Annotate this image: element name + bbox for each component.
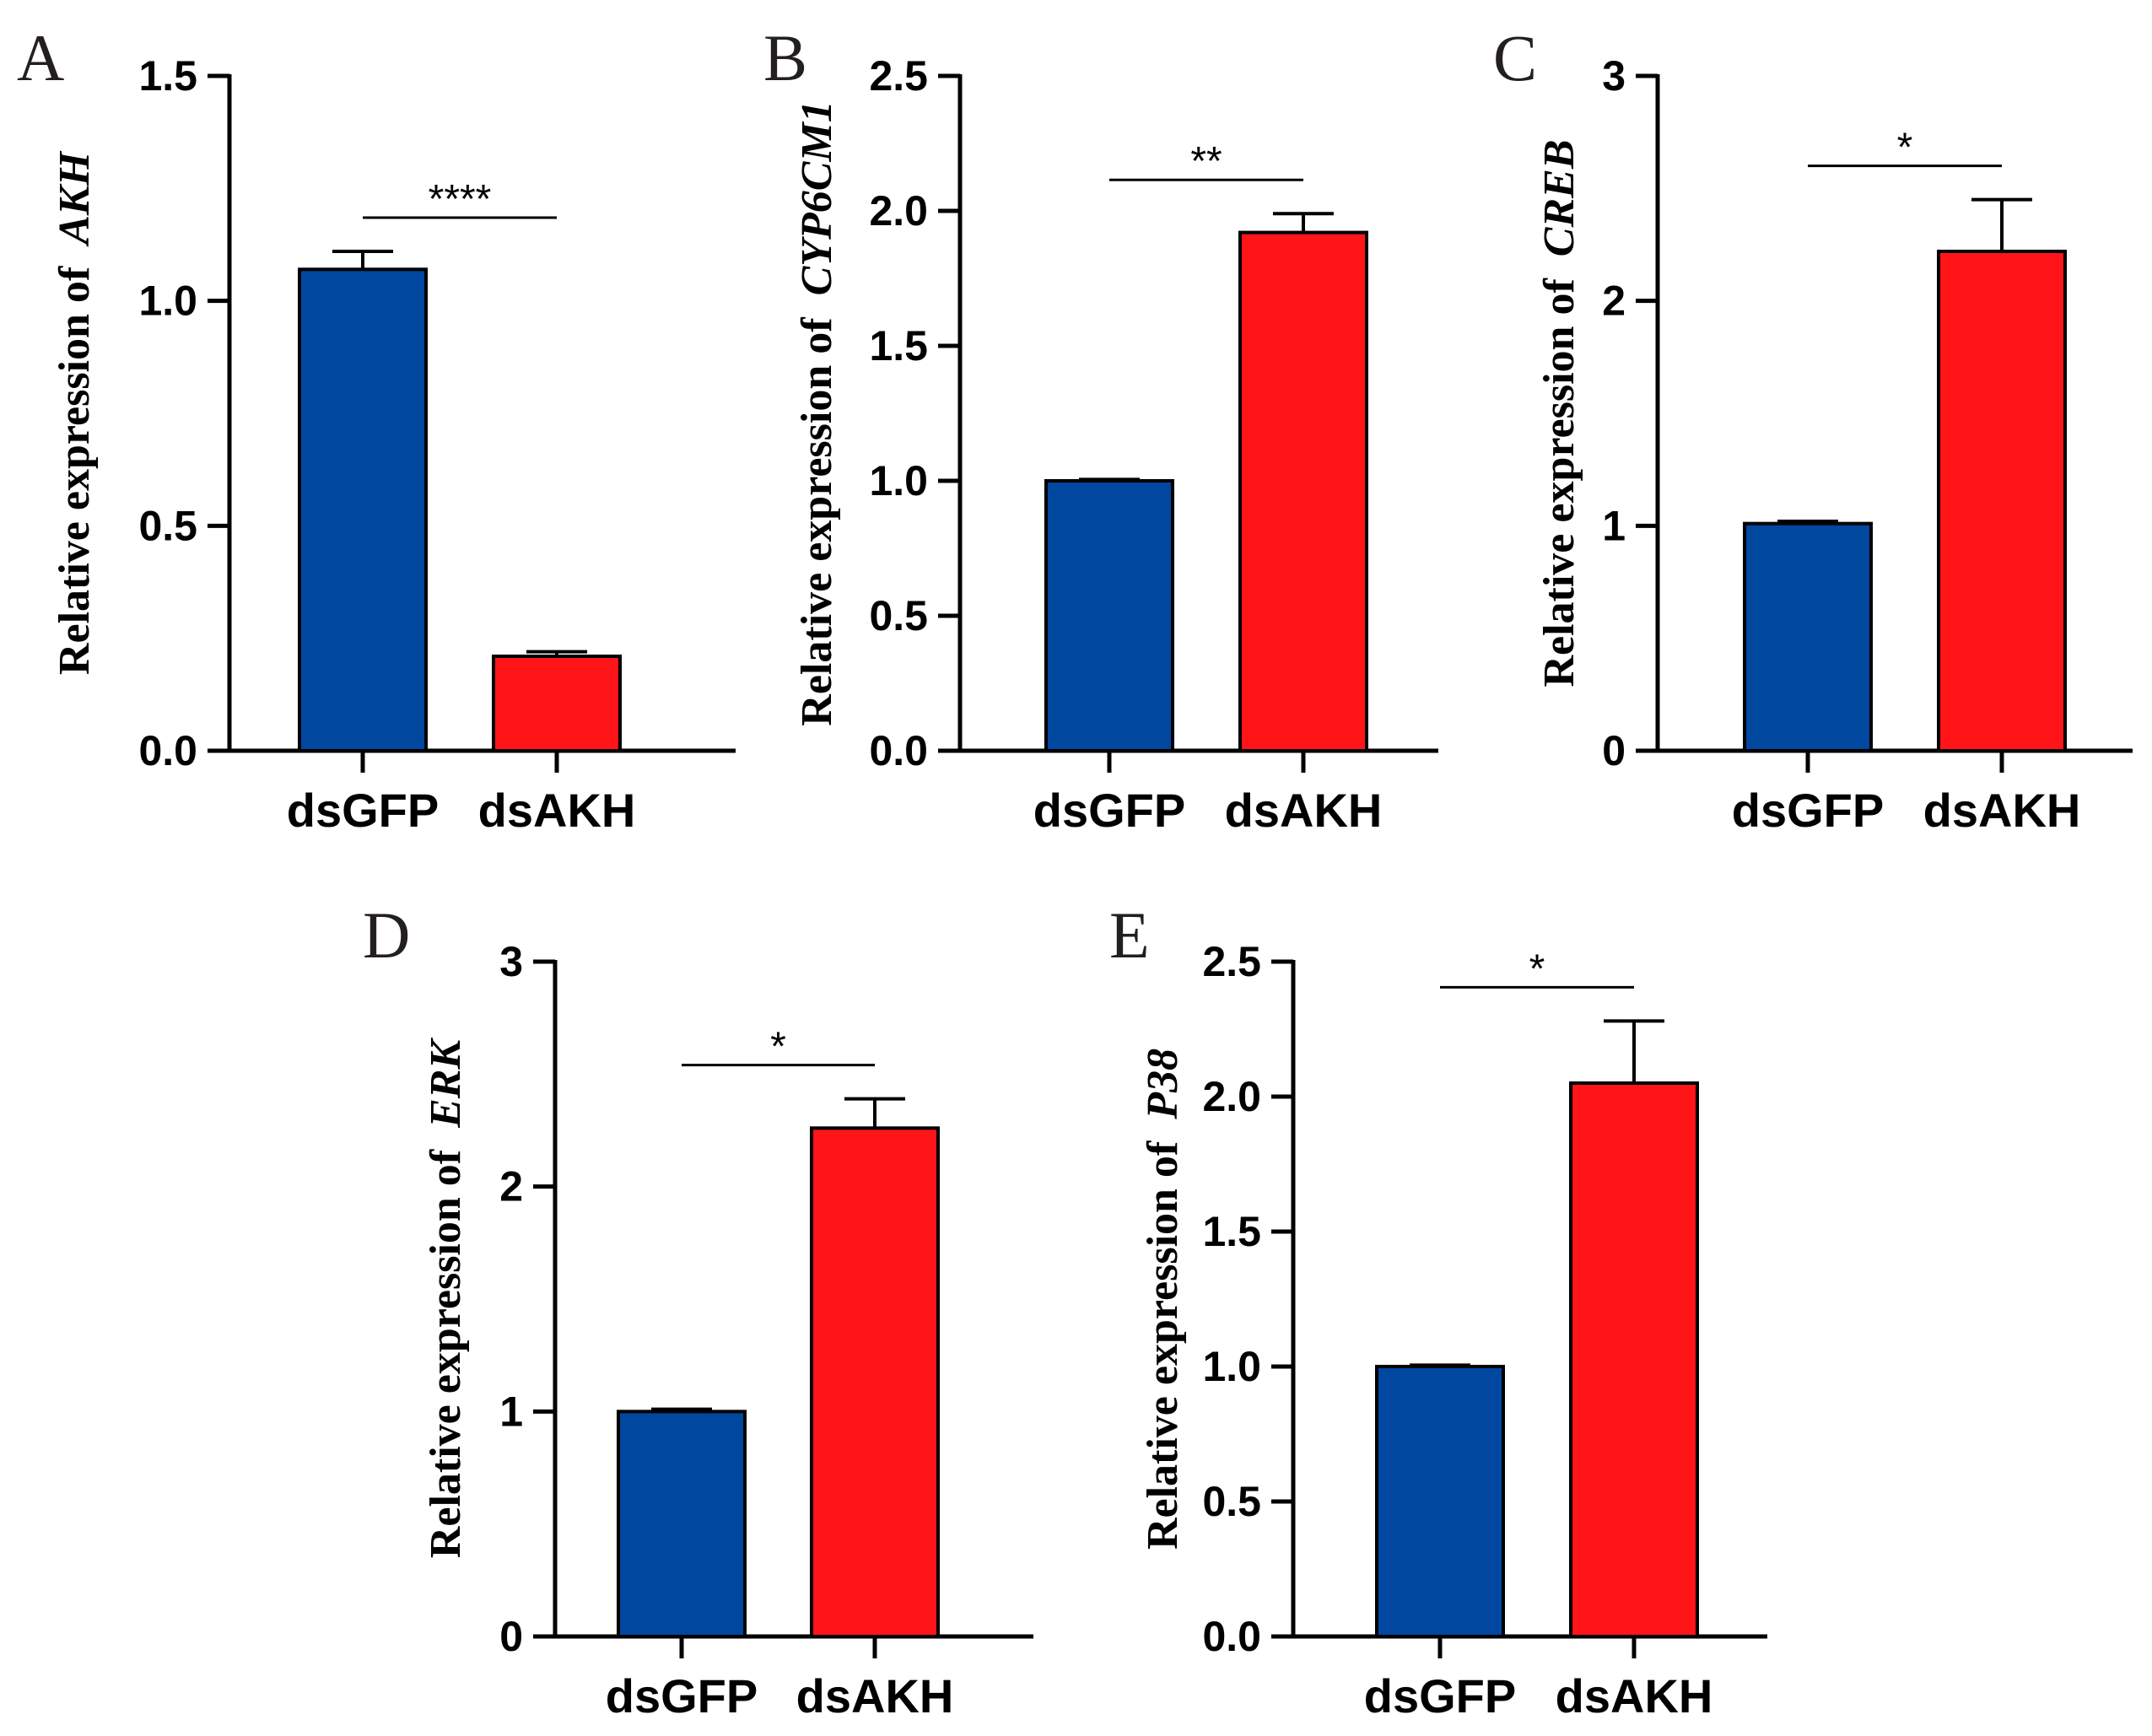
y-tick-label: 1.5	[1202, 1208, 1261, 1255]
panel-letter: B	[763, 21, 807, 94]
panel-d: D 0 1 2 3 dsGFP dsAKH * Relative expression of E…	[363, 898, 1033, 1723]
y-axis-label: Relative expression of ERK	[422, 1038, 470, 1559]
y-tick-label: 2.5	[869, 52, 928, 100]
panel-a: A 0.0 0.5 1.0 1.5 dsGFP dsAKH **** Relative expr…	[17, 21, 736, 837]
y-tick-label: 1.0	[1202, 1343, 1261, 1390]
y-tick-label: 0.5	[869, 592, 928, 639]
y-axis-label-gene: P38	[1139, 1049, 1187, 1120]
y-axis-label-prefix: Relative expression of	[793, 295, 841, 725]
bar-dsakh	[1238, 230, 1368, 753]
significance-label: ****	[429, 177, 492, 222]
significance-label: *	[1897, 126, 1913, 170]
x-tick-label: dsAKH	[478, 784, 636, 837]
y-tick-label: 0.0	[869, 727, 928, 774]
y-axis-label: Relative expression of AKH	[51, 150, 99, 675]
y-axis-label: Relative expression of CYP6CM1	[793, 100, 841, 725]
significance-label: *	[770, 1025, 786, 1070]
panel-letter: C	[1493, 21, 1537, 94]
panel-letter: D	[363, 898, 410, 972]
y-tick-label: 0.0	[1202, 1613, 1261, 1660]
y-tick-label: 2.5	[1202, 938, 1261, 985]
y-axis-label-gene: CYP6CM1	[793, 100, 841, 295]
y-tick-label: 2	[1602, 278, 1626, 325]
bar-dsgfp	[1375, 1365, 1505, 1638]
y-tick-label: 3	[1602, 52, 1626, 100]
x-tick-label: dsGFP	[287, 784, 439, 837]
bar-dsgfp	[1743, 521, 1873, 753]
y-tick-label: 1.5	[869, 322, 928, 369]
significance-label: **	[1190, 139, 1222, 184]
panel-c: C 0 1 2 3 dsGFP dsAKH * Relative expression of C…	[1493, 21, 2133, 837]
y-tick-label: 0.0	[138, 727, 197, 774]
bar-dsakh	[1937, 250, 2067, 752]
bar-dsakh	[1569, 1081, 1699, 1638]
x-tick-label: dsGFP	[606, 1669, 758, 1723]
y-axis-label-prefix: Relative expression of	[51, 245, 99, 675]
significance-label: *	[1529, 946, 1545, 991]
y-tick-label: 0	[1602, 727, 1626, 774]
x-tick-label: dsGFP	[1732, 784, 1884, 837]
y-axis-label-gene: AKH	[51, 150, 99, 246]
y-tick-label: 1.0	[869, 457, 928, 504]
x-tick-label: dsAKH	[1923, 784, 2081, 837]
x-tick-label: dsGFP	[1364, 1669, 1516, 1723]
panel-letter: A	[17, 21, 64, 94]
x-tick-label: dsAKH	[1225, 784, 1383, 837]
x-tick-label: dsAKH	[1556, 1669, 1713, 1723]
bar-dsakh	[492, 655, 622, 752]
y-axis-label-prefix: Relative expression of	[1139, 1119, 1187, 1550]
y-tick-label: 1.0	[138, 278, 197, 325]
y-tick-label: 1	[1602, 502, 1626, 549]
y-axis-label-prefix: Relative expression of	[1535, 256, 1583, 687]
bar-dsgfp	[1044, 479, 1174, 752]
y-tick-label: 0.5	[1202, 1478, 1261, 1525]
y-tick-label: 2	[499, 1163, 523, 1210]
y-tick-label: 2.0	[869, 187, 928, 235]
bar-dsakh	[810, 1126, 940, 1639]
bar-dsgfp	[617, 1410, 747, 1639]
y-tick-label: 0	[499, 1613, 523, 1660]
y-axis-label: Relative expression of CREB	[1535, 139, 1583, 687]
y-tick-label: 1.5	[138, 52, 197, 100]
y-tick-label: 0.5	[138, 502, 197, 549]
x-tick-label: dsAKH	[796, 1669, 954, 1723]
bar-dsgfp	[298, 267, 428, 753]
panel-letter: E	[1109, 898, 1150, 972]
y-axis-label: Relative expression of P38	[1139, 1049, 1187, 1550]
panel-e: E 0.0 0.5 1.0 1.5 2.0 2.5 dsGFP dsAKH * Relative e…	[1109, 898, 1767, 1723]
y-axis-label-gene: ERK	[422, 1038, 470, 1129]
y-axis-label-prefix: Relative expression of	[422, 1128, 470, 1558]
y-tick-label: 3	[499, 938, 523, 985]
x-tick-label: dsGFP	[1033, 784, 1185, 837]
panel-b: B 0.0 0.5 1.0 1.5 2.0 2.5 dsGFP dsAKH ** Relative …	[763, 21, 1438, 837]
y-tick-label: 2.0	[1202, 1073, 1261, 1120]
y-axis-label-gene: CREB	[1535, 139, 1583, 256]
y-tick-label: 1	[499, 1388, 523, 1435]
